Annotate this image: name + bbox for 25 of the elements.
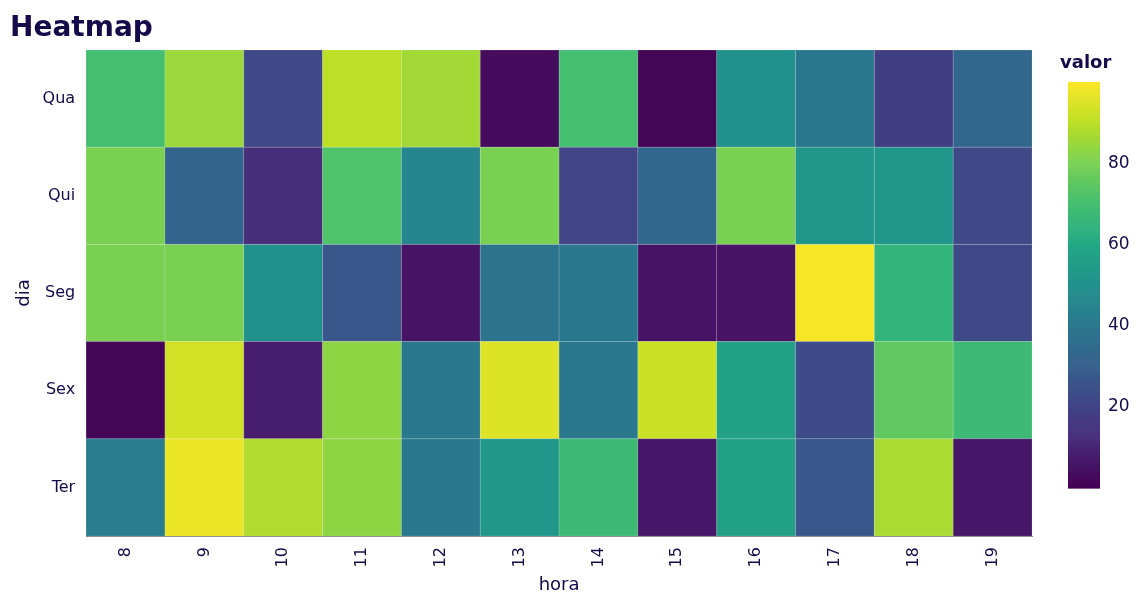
chart-title: Heatmap	[10, 10, 153, 43]
x-tick-label: 18	[902, 547, 922, 568]
x-tick-label: 16	[745, 547, 765, 568]
x-tick-label: 10	[272, 547, 292, 568]
y-tick-label: Qui	[47, 184, 76, 204]
y-tick-label: Seg	[44, 282, 76, 302]
x-tick-label: 19	[981, 547, 1001, 568]
color-bar-label: 80	[1108, 151, 1130, 172]
x-tick-label: 15	[666, 547, 686, 568]
color-bar-label: 40	[1108, 314, 1130, 335]
y-axis-title: dia	[12, 279, 34, 307]
y-tick-label: Sex	[45, 379, 76, 399]
x-tick-label: 17	[824, 547, 844, 568]
x-axis-title: hora	[538, 572, 580, 594]
color-bar-label: 20	[1108, 395, 1130, 416]
y-tick-label: Ter	[50, 476, 76, 496]
color-bar-label: 60	[1108, 232, 1130, 253]
x-tick-label: 11	[351, 547, 371, 568]
x-tick-label: 14	[587, 547, 607, 568]
x-tick-label: 13	[508, 547, 528, 568]
x-tick-label: 12	[429, 547, 449, 568]
x-tick-label: 8	[114, 547, 134, 558]
y-tick-label: Qua	[42, 87, 76, 107]
x-tick-label: 9	[193, 547, 213, 558]
color-bar-title: valor	[1060, 51, 1112, 72]
